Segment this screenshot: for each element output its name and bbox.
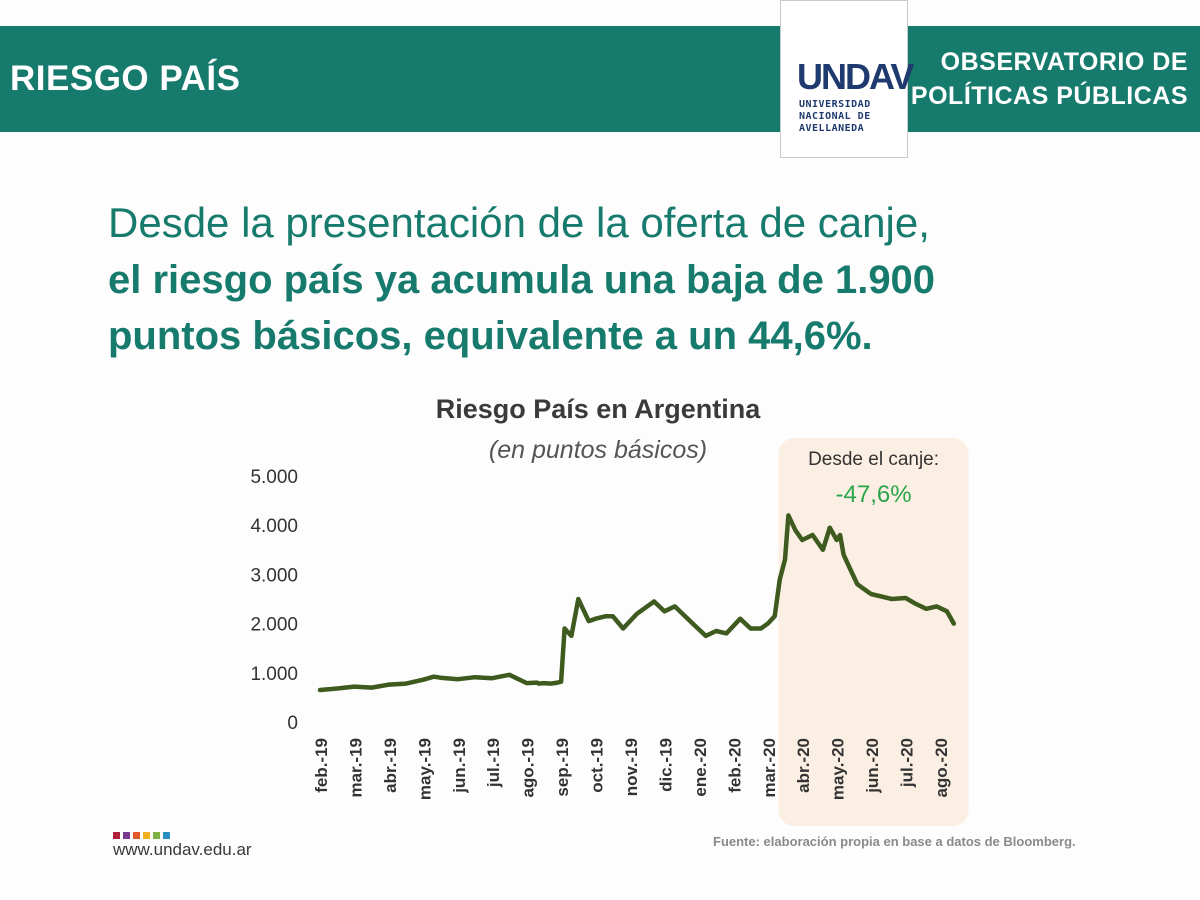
highlight-region: [778, 438, 969, 826]
x-tick-label: abr.-19: [381, 738, 400, 793]
brand-dot: [133, 832, 140, 839]
chart-subtitle: (en puntos básicos): [489, 436, 707, 464]
highlight-value: -47,6%: [836, 481, 912, 508]
y-tick-label: 1.000: [250, 664, 298, 685]
y-tick-label: 4.000: [250, 516, 298, 537]
y-axis-ticks: 0 1.000 2.000 3.000 4.000 5.000: [250, 467, 298, 734]
x-tick-label: sep.-19: [553, 738, 572, 797]
brand-dot: [153, 832, 160, 839]
highlight-label: Desde el canje:: [808, 449, 939, 470]
brand-dot: [143, 832, 150, 839]
x-tick-label: dic.-19: [656, 738, 675, 792]
x-tick-label: jun.-19: [450, 738, 469, 794]
x-tick-label: ene.-20: [691, 738, 710, 797]
brand-color-dots: [113, 826, 173, 844]
x-tick-label: may.-19: [415, 738, 434, 800]
x-tick-label: nov.-19: [622, 738, 641, 796]
logo-line2: NACIONAL DE: [799, 111, 871, 122]
undav-logo: UNDAV UNIVERSIDAD NACIONAL DE AVELLANEDA: [780, 0, 914, 158]
headline-line2: el riesgo país ya acumula una baja de 1.…: [108, 258, 936, 302]
x-tick-label: jul.-20: [898, 738, 917, 788]
footer-url[interactable]: www.undav.edu.ar: [113, 840, 252, 859]
headline: Desde la presentación de la oferta de ca…: [108, 194, 1168, 364]
header-band: [0, 26, 1200, 132]
chart-title: Riesgo País en Argentina: [436, 394, 762, 424]
y-tick-label: 5.000: [250, 467, 298, 488]
x-tick-label: ago.-20: [932, 738, 951, 798]
x-tick-label: feb.-20: [725, 738, 744, 793]
series-line: [317, 513, 957, 693]
logo-subtitle: UNIVERSIDAD NACIONAL DE AVELLANEDA: [799, 99, 871, 135]
x-axis-ticks: feb.-19 mar.-19 abr.-19 may.-19 jun.-19 jul.-…: [312, 738, 951, 800]
x-tick-label: may.-20: [829, 738, 848, 800]
organization-title: OBSERVATORIO DE POLÍTICAS PÚBLICAS: [911, 45, 1188, 113]
headline-line1: Desde la presentación de la oferta de ca…: [108, 199, 930, 246]
organization-title-line1: OBSERVATORIO DE: [940, 48, 1188, 76]
x-tick-label: feb.-19: [312, 738, 331, 793]
logo-line3: AVELLANEDA: [799, 123, 865, 134]
y-tick-label: 2.000: [250, 615, 298, 636]
x-tick-label: mar.-20: [760, 738, 779, 798]
x-tick-label: mar.-19: [346, 738, 365, 798]
chart-source: Fuente: elaboración propia en base a dat…: [713, 834, 1076, 849]
x-tick-label: abr.-20: [794, 738, 813, 793]
logo-mark: UNDAV: [797, 56, 914, 97]
x-tick-label: oct.-19: [588, 738, 607, 793]
y-tick-label: 3.000: [250, 565, 298, 586]
x-tick-label: jul.-19: [484, 738, 503, 788]
page-section-title: RIESGO PAÍS: [10, 59, 241, 98]
brand-dot: [113, 832, 120, 839]
headline-line3: puntos básicos, equivalente a un 44,6%.: [108, 314, 873, 358]
brand-dot: [163, 832, 170, 839]
logo-line1: UNIVERSIDAD: [799, 99, 871, 110]
x-tick-label: ago.-19: [519, 738, 538, 798]
x-tick-label: jun.-20: [863, 738, 882, 794]
y-tick-label: 0: [287, 713, 298, 734]
brand-dot: [123, 832, 130, 839]
organization-title-line2: POLÍTICAS PÚBLICAS: [910, 82, 1188, 110]
